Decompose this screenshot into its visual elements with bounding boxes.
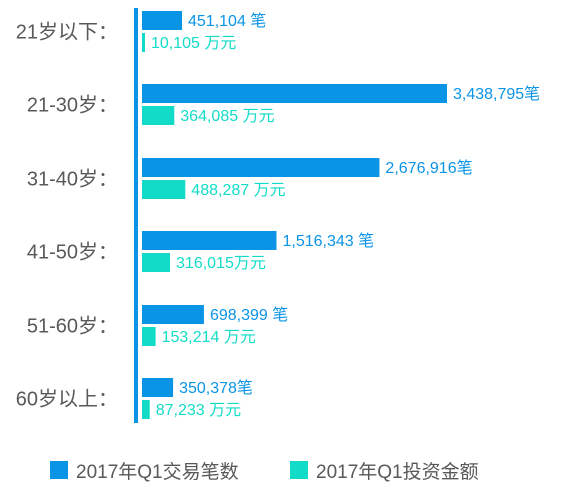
bar-trades-2: [142, 84, 447, 103]
data-label-investment-2: 364,085 万元: [180, 108, 274, 125]
category-label-5: 51-60岁：: [27, 315, 118, 338]
category-label-1: 21岁以下：: [16, 21, 118, 44]
bar-investment-2: [142, 106, 175, 125]
bar-trades-5: [142, 305, 204, 324]
data-label-investment-1: 10,105 万元: [151, 35, 236, 52]
bar-investment-4: [142, 253, 171, 272]
data-label-trades-5: 698,399 笔: [210, 306, 288, 324]
bar-investment-1: [142, 33, 145, 52]
data-label-investment-5: 153,214 万元: [162, 329, 256, 346]
legend-label-investment: 2017年Q1投资金额: [316, 461, 479, 483]
bar-trades-1: [142, 11, 183, 30]
data-label-trades-3: 2,676,916笔: [385, 159, 472, 177]
bar-trades-4: [142, 231, 277, 250]
data-label-trades-1: 451,104 笔: [188, 12, 266, 30]
category-label-3: 31-40岁：: [27, 168, 118, 191]
bar-investment-6: [142, 400, 150, 419]
category-label-6: 60岁以上：: [16, 388, 118, 411]
category-label-2: 21-30岁：: [27, 94, 118, 117]
bar-investment-3: [142, 180, 186, 199]
data-label-trades-2: 3,438,795笔: [453, 85, 540, 103]
data-label-investment-4: 316,015万元: [176, 255, 266, 272]
y-axis-line: [134, 8, 138, 423]
bar-trades-6: [142, 378, 174, 397]
category-label-4: 41-50岁：: [27, 241, 118, 264]
legend-swatch-trades: [50, 461, 68, 479]
data-label-investment-6: 87,233 万元: [156, 402, 241, 419]
bar-investment-5: [142, 327, 156, 346]
bar-trades-3: [142, 158, 380, 177]
data-label-investment-3: 488,287 万元: [191, 182, 285, 199]
data-label-trades-6: 350,378笔: [179, 379, 253, 397]
legend-swatch-investment: [290, 461, 308, 479]
data-label-trades-4: 1,516,343 笔: [282, 232, 374, 250]
legend-label-trades: 2017年Q1交易笔数: [76, 461, 239, 483]
